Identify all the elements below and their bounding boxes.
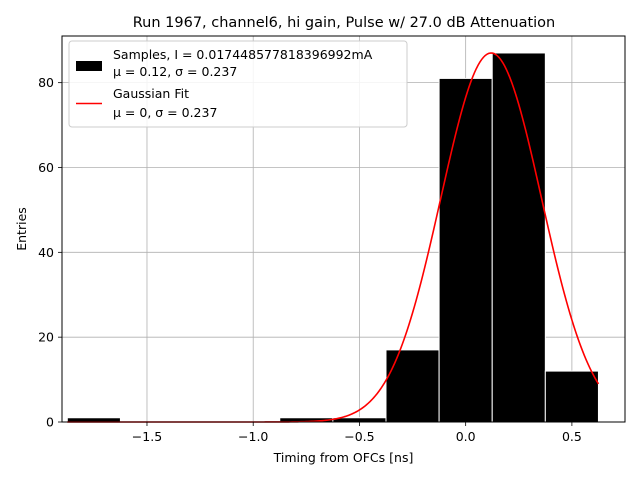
legend-box	[68, 40, 408, 128]
histogram-bar	[385, 349, 440, 423]
y-axis-label: Entries	[14, 207, 29, 251]
histogram-bar	[438, 77, 493, 423]
legend-fit-stats: μ = 0, σ = 0.237	[113, 105, 217, 120]
y-tick-label: 0	[46, 415, 54, 430]
y-tick-label: 80	[38, 75, 54, 90]
legend: Samples, I = 0.017448577818396992mA μ = …	[68, 40, 408, 128]
histogram-bar	[544, 370, 599, 423]
histogram-bar	[491, 52, 546, 423]
chart-title: Run 1967, channel6, hi gain, Pulse w/ 27…	[133, 15, 556, 31]
y-tick-label: 40	[38, 245, 54, 260]
x-axis-ticks: −1.5 −1.0 −0.5 0.0 0.5	[132, 422, 582, 444]
x-tick-label: −1.0	[238, 429, 268, 444]
y-tick-label: 20	[38, 330, 54, 345]
legend-fit-label: Gaussian Fit	[113, 86, 189, 101]
plot-frame	[61, 35, 626, 423]
legend-histogram-swatch	[76, 61, 102, 71]
y-axis-ticks: 0 20 40 60 80	[38, 75, 62, 430]
histogram-bars	[66, 52, 599, 423]
legend-histogram-label: Samples, I = 0.017448577818396992mA	[113, 47, 373, 62]
x-tick-label: 0.0	[456, 429, 476, 444]
x-tick-label: 0.5	[562, 429, 582, 444]
legend-histogram-stats: μ = 0.12, σ = 0.237	[113, 64, 237, 79]
x-tick-label: −0.5	[344, 429, 374, 444]
x-tick-label: −1.5	[132, 429, 162, 444]
y-tick-label: 60	[38, 160, 54, 175]
x-axis-label: Timing from OFCs [ns]	[273, 450, 414, 465]
